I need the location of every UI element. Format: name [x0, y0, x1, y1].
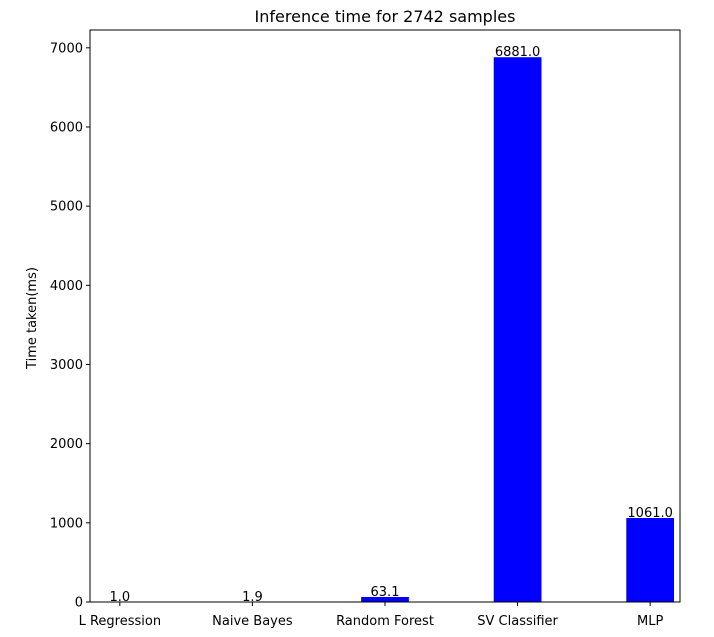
y-tick-label: 0 [75, 596, 83, 611]
plot-frame [89, 29, 681, 603]
x-tick-label: Naive Bayes [212, 614, 293, 629]
x-tick-label: SV Classifier [477, 614, 558, 629]
x-tick-label: MLP [637, 614, 663, 629]
bar-sv-classifier [493, 57, 542, 603]
y-tick-label: 4000 [50, 279, 83, 294]
x-tick-label: Random Forest [336, 614, 434, 629]
y-tick-label: 1000 [50, 516, 83, 531]
data-label: 63.1 [371, 585, 400, 600]
y-tick-label: 7000 [50, 41, 83, 56]
bars [95, 57, 675, 603]
x-tick-label: L Regression [79, 614, 161, 629]
y-tick-label: 3000 [50, 358, 83, 373]
chart-title: Inference time for 2742 samples [255, 7, 516, 26]
bar-mlp [626, 518, 675, 602]
y-axis-label: Time taken(ms) [25, 267, 40, 370]
data-label: 6881.0 [495, 45, 541, 60]
y-tick-label: 5000 [50, 200, 83, 215]
data-label: 1061.0 [627, 506, 673, 521]
data-label: 1.9 [242, 590, 263, 605]
x-axis: L Regression Naive Bayes Random Forest SV C… [79, 602, 663, 629]
data-labels: 1.0 1.9 63.1 6881.0 1061.0 [109, 45, 672, 605]
y-tick-label: 6000 [50, 120, 83, 135]
y-axis: 0 1000 2000 3000 4000 5000 6000 7000 [50, 41, 90, 611]
data-label: 1.0 [109, 590, 130, 605]
bar-random-forest [361, 597, 409, 602]
y-tick-label: 2000 [50, 437, 83, 452]
